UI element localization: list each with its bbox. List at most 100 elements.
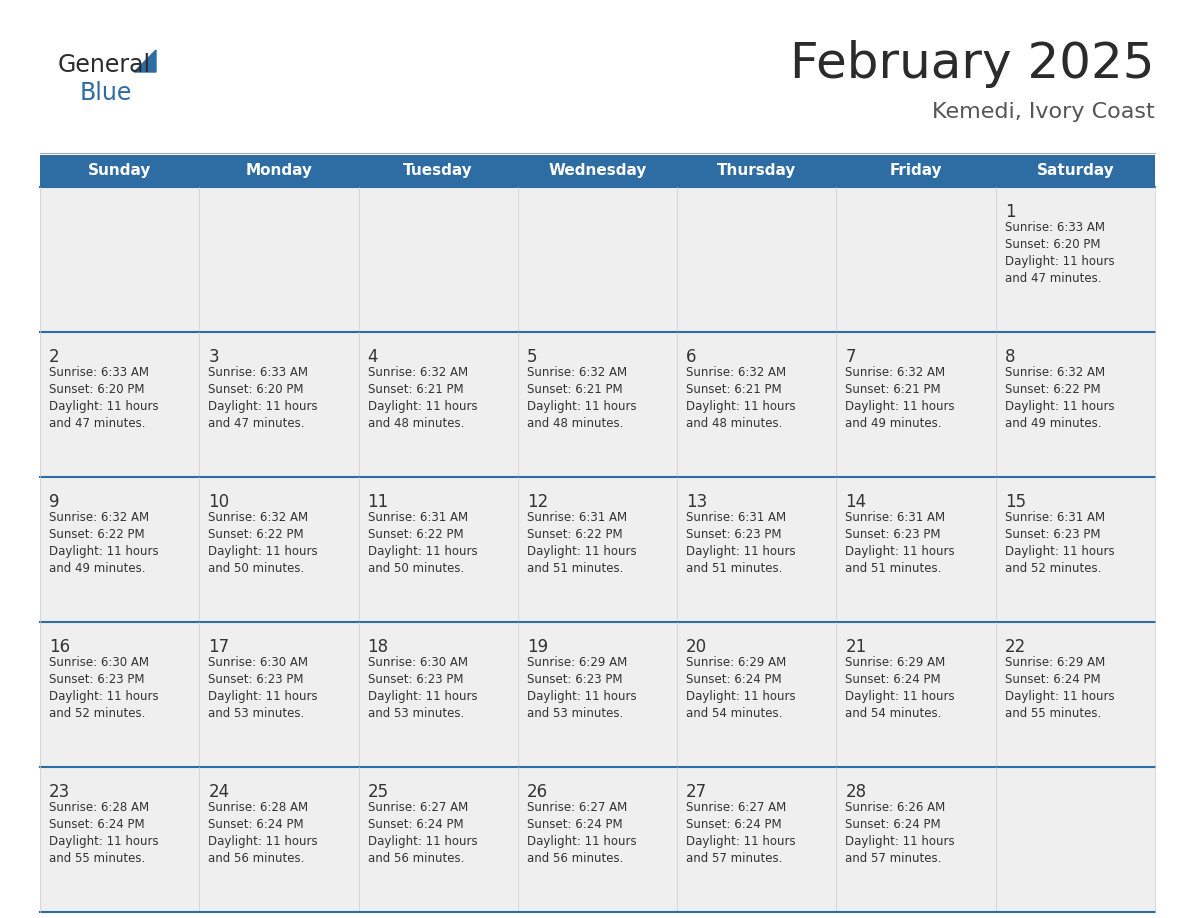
Text: and 57 minutes.: and 57 minutes. xyxy=(687,852,783,865)
Text: 4: 4 xyxy=(367,348,378,366)
Text: and 49 minutes.: and 49 minutes. xyxy=(49,562,145,575)
Text: Daylight: 11 hours: Daylight: 11 hours xyxy=(49,545,159,558)
Text: 6: 6 xyxy=(687,348,696,366)
Text: Sunrise: 6:28 AM: Sunrise: 6:28 AM xyxy=(208,801,309,814)
Text: Sunrise: 6:32 AM: Sunrise: 6:32 AM xyxy=(846,366,946,379)
Bar xyxy=(40,155,1155,187)
Text: Daylight: 11 hours: Daylight: 11 hours xyxy=(367,400,478,413)
Text: Sunrise: 6:30 AM: Sunrise: 6:30 AM xyxy=(367,656,468,669)
Text: Sunset: 6:21 PM: Sunset: 6:21 PM xyxy=(687,383,782,396)
Text: 17: 17 xyxy=(208,638,229,656)
Text: Sunrise: 6:30 AM: Sunrise: 6:30 AM xyxy=(208,656,308,669)
Text: Tuesday: Tuesday xyxy=(404,163,473,178)
Text: Blue: Blue xyxy=(80,81,132,105)
Text: 14: 14 xyxy=(846,493,866,511)
Text: and 56 minutes.: and 56 minutes. xyxy=(208,852,304,865)
Text: Sunset: 6:23 PM: Sunset: 6:23 PM xyxy=(526,673,623,686)
Text: Sunrise: 6:32 AM: Sunrise: 6:32 AM xyxy=(367,366,468,379)
Text: Sunday: Sunday xyxy=(88,163,151,178)
Text: Sunrise: 6:33 AM: Sunrise: 6:33 AM xyxy=(49,366,148,379)
Bar xyxy=(40,622,1155,767)
Text: 7: 7 xyxy=(846,348,855,366)
Text: and 51 minutes.: and 51 minutes. xyxy=(846,562,942,575)
Text: 20: 20 xyxy=(687,638,707,656)
Text: 23: 23 xyxy=(49,783,70,801)
Text: Daylight: 11 hours: Daylight: 11 hours xyxy=(208,835,318,848)
Text: Daylight: 11 hours: Daylight: 11 hours xyxy=(1005,690,1114,703)
Text: Sunset: 6:24 PM: Sunset: 6:24 PM xyxy=(49,818,145,831)
Text: Sunrise: 6:27 AM: Sunrise: 6:27 AM xyxy=(687,801,786,814)
Text: and 53 minutes.: and 53 minutes. xyxy=(526,707,624,720)
Text: Daylight: 11 hours: Daylight: 11 hours xyxy=(846,545,955,558)
Text: Sunset: 6:22 PM: Sunset: 6:22 PM xyxy=(208,528,304,541)
Text: Daylight: 11 hours: Daylight: 11 hours xyxy=(687,545,796,558)
Text: Daylight: 11 hours: Daylight: 11 hours xyxy=(1005,255,1114,268)
Text: 5: 5 xyxy=(526,348,537,366)
Polygon shape xyxy=(134,50,156,72)
Text: Daylight: 11 hours: Daylight: 11 hours xyxy=(526,545,637,558)
Text: Sunset: 6:24 PM: Sunset: 6:24 PM xyxy=(687,818,782,831)
Text: Daylight: 11 hours: Daylight: 11 hours xyxy=(846,835,955,848)
Text: Sunrise: 6:29 AM: Sunrise: 6:29 AM xyxy=(526,656,627,669)
Text: Sunrise: 6:29 AM: Sunrise: 6:29 AM xyxy=(846,656,946,669)
Text: 11: 11 xyxy=(367,493,388,511)
Text: 2: 2 xyxy=(49,348,59,366)
Text: Sunrise: 6:33 AM: Sunrise: 6:33 AM xyxy=(1005,221,1105,234)
Text: and 55 minutes.: and 55 minutes. xyxy=(49,852,145,865)
Text: and 51 minutes.: and 51 minutes. xyxy=(687,562,783,575)
Text: Sunrise: 6:27 AM: Sunrise: 6:27 AM xyxy=(367,801,468,814)
Text: 19: 19 xyxy=(526,638,548,656)
Text: Daylight: 11 hours: Daylight: 11 hours xyxy=(208,690,318,703)
Text: Sunset: 6:24 PM: Sunset: 6:24 PM xyxy=(526,818,623,831)
Text: Daylight: 11 hours: Daylight: 11 hours xyxy=(367,835,478,848)
Text: and 53 minutes.: and 53 minutes. xyxy=(208,707,304,720)
Text: 21: 21 xyxy=(846,638,867,656)
Text: and 49 minutes.: and 49 minutes. xyxy=(846,417,942,430)
Text: Daylight: 11 hours: Daylight: 11 hours xyxy=(49,400,159,413)
Text: Sunset: 6:22 PM: Sunset: 6:22 PM xyxy=(367,528,463,541)
Text: Daylight: 11 hours: Daylight: 11 hours xyxy=(367,690,478,703)
Text: Sunset: 6:24 PM: Sunset: 6:24 PM xyxy=(208,818,304,831)
Text: Sunset: 6:24 PM: Sunset: 6:24 PM xyxy=(1005,673,1100,686)
Text: Daylight: 11 hours: Daylight: 11 hours xyxy=(49,690,159,703)
Text: Sunset: 6:23 PM: Sunset: 6:23 PM xyxy=(49,673,145,686)
Text: Wednesday: Wednesday xyxy=(549,163,646,178)
Text: Sunset: 6:21 PM: Sunset: 6:21 PM xyxy=(846,383,941,396)
Text: Daylight: 11 hours: Daylight: 11 hours xyxy=(846,690,955,703)
Text: Sunset: 6:21 PM: Sunset: 6:21 PM xyxy=(367,383,463,396)
Text: 9: 9 xyxy=(49,493,59,511)
Text: Daylight: 11 hours: Daylight: 11 hours xyxy=(208,400,318,413)
Text: Daylight: 11 hours: Daylight: 11 hours xyxy=(49,835,159,848)
Text: and 47 minutes.: and 47 minutes. xyxy=(208,417,305,430)
Text: Sunset: 6:22 PM: Sunset: 6:22 PM xyxy=(1005,383,1100,396)
Text: Daylight: 11 hours: Daylight: 11 hours xyxy=(1005,400,1114,413)
Text: Sunset: 6:22 PM: Sunset: 6:22 PM xyxy=(49,528,145,541)
Text: and 48 minutes.: and 48 minutes. xyxy=(367,417,465,430)
Text: Sunset: 6:23 PM: Sunset: 6:23 PM xyxy=(1005,528,1100,541)
Text: 22: 22 xyxy=(1005,638,1026,656)
Text: Sunset: 6:23 PM: Sunset: 6:23 PM xyxy=(687,528,782,541)
Text: and 50 minutes.: and 50 minutes. xyxy=(367,562,463,575)
Text: Sunrise: 6:30 AM: Sunrise: 6:30 AM xyxy=(49,656,148,669)
Text: Daylight: 11 hours: Daylight: 11 hours xyxy=(526,400,637,413)
Text: and 54 minutes.: and 54 minutes. xyxy=(687,707,783,720)
Text: Sunrise: 6:31 AM: Sunrise: 6:31 AM xyxy=(526,511,627,524)
Text: Monday: Monday xyxy=(246,163,312,178)
Text: and 57 minutes.: and 57 minutes. xyxy=(846,852,942,865)
Text: Sunset: 6:23 PM: Sunset: 6:23 PM xyxy=(367,673,463,686)
Text: and 51 minutes.: and 51 minutes. xyxy=(526,562,624,575)
Text: Friday: Friday xyxy=(890,163,942,178)
Text: Sunset: 6:20 PM: Sunset: 6:20 PM xyxy=(208,383,304,396)
Text: Sunset: 6:24 PM: Sunset: 6:24 PM xyxy=(846,673,941,686)
Bar xyxy=(40,332,1155,477)
Text: Sunset: 6:24 PM: Sunset: 6:24 PM xyxy=(367,818,463,831)
Text: Sunset: 6:23 PM: Sunset: 6:23 PM xyxy=(846,528,941,541)
Text: and 48 minutes.: and 48 minutes. xyxy=(687,417,783,430)
Text: Sunrise: 6:31 AM: Sunrise: 6:31 AM xyxy=(1005,511,1105,524)
Text: Daylight: 11 hours: Daylight: 11 hours xyxy=(687,690,796,703)
Text: Sunrise: 6:26 AM: Sunrise: 6:26 AM xyxy=(846,801,946,814)
Text: Sunset: 6:20 PM: Sunset: 6:20 PM xyxy=(1005,238,1100,251)
Text: Sunrise: 6:32 AM: Sunrise: 6:32 AM xyxy=(49,511,150,524)
Text: Sunrise: 6:29 AM: Sunrise: 6:29 AM xyxy=(1005,656,1105,669)
Text: 16: 16 xyxy=(49,638,70,656)
